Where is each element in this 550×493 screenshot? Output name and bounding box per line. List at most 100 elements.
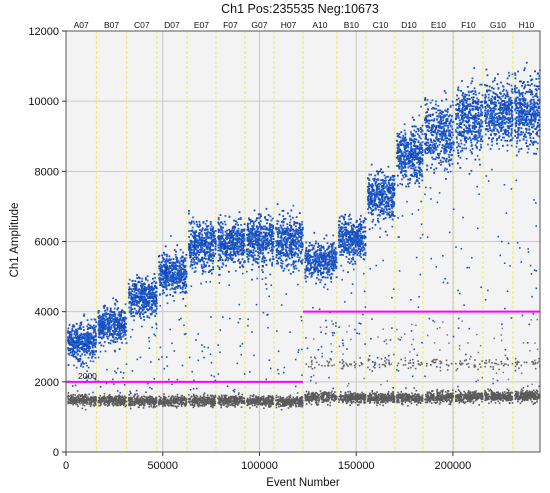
positive-droplet: [188, 212, 190, 215]
negative-droplet: [209, 394, 212, 397]
positive-droplet: [211, 260, 214, 262]
positive-droplet: [154, 303, 156, 305]
positive-droplet: [261, 246, 264, 248]
positive-droplet: [212, 230, 215, 233]
negative-droplet: [83, 404, 86, 407]
positive-droplet: [206, 228, 209, 231]
positive-droplet: [179, 273, 181, 276]
positive-droplet: [195, 244, 198, 247]
positive-droplet: [246, 236, 249, 239]
positive-droplet: [242, 245, 245, 247]
positive-droplet: [271, 230, 274, 233]
negative-droplet: [173, 396, 176, 399]
negative-droplet: [155, 397, 158, 400]
positive-droplet: [155, 306, 158, 308]
positive-droplet: [177, 260, 180, 263]
negative-droplet: [86, 397, 88, 399]
rain-droplet: [236, 362, 239, 365]
positive-droplet: [256, 246, 259, 248]
positive-droplet: [188, 210, 190, 212]
rain-droplet: [242, 272, 244, 275]
positive-droplet: [224, 239, 227, 242]
negative-droplet: [254, 403, 257, 405]
positive-droplet: [142, 308, 145, 311]
negative-droplet: [219, 401, 221, 403]
negative-droplet: [117, 404, 119, 407]
rain-droplet: [130, 392, 132, 394]
positive-droplet: [84, 333, 87, 335]
rain-droplet: [269, 367, 272, 370]
positive-droplet: [205, 239, 207, 241]
positive-droplet: [267, 214, 270, 216]
positive-droplet: [155, 308, 158, 310]
negative-droplet: [213, 398, 216, 400]
positive-droplet: [242, 236, 245, 238]
positive-droplet: [135, 300, 137, 303]
rain-droplet: [165, 356, 168, 358]
positive-droplet: [170, 275, 173, 278]
positive-droplet: [81, 346, 83, 349]
positive-droplet: [200, 264, 203, 266]
positive-droplet: [67, 330, 69, 333]
rain-droplet: [234, 261, 236, 263]
positive-droplet: [136, 300, 138, 302]
positive-droplet: [139, 313, 141, 316]
positive-droplet: [218, 273, 221, 276]
positive-droplet: [117, 307, 119, 309]
positive-droplet: [178, 270, 181, 272]
positive-droplet: [233, 232, 236, 235]
positive-droplet: [220, 227, 223, 230]
negative-droplet: [219, 400, 222, 403]
positive-droplet: [128, 311, 131, 313]
negative-droplet: [223, 394, 225, 397]
positive-droplet: [169, 262, 172, 264]
positive-droplet: [83, 345, 85, 348]
negative-droplet: [196, 404, 199, 407]
positive-droplet: [147, 303, 150, 306]
positive-droplet: [207, 247, 210, 250]
positive-droplet: [163, 276, 166, 278]
positive-droplet: [167, 277, 169, 280]
positive-droplet: [78, 338, 80, 341]
positive-droplet: [162, 279, 165, 281]
positive-droplet: [178, 275, 180, 278]
negative-droplet: [155, 399, 158, 402]
negative-droplet: [210, 403, 212, 406]
positive-droplet: [289, 221, 291, 224]
negative-droplet: [147, 402, 149, 404]
positive-droplet: [176, 257, 178, 259]
positive-droplet: [88, 344, 90, 346]
positive-droplet: [148, 316, 151, 319]
positive-droplet: [141, 280, 143, 283]
rain-droplet: [183, 333, 186, 336]
negative-droplet: [142, 401, 144, 403]
positive-droplet: [194, 247, 197, 250]
positive-droplet: [228, 228, 231, 231]
negative-droplet: [102, 398, 105, 400]
negative-droplet: [162, 399, 164, 401]
positive-droplet: [75, 330, 77, 333]
positive-droplet: [222, 243, 225, 246]
negative-droplet: [165, 400, 168, 402]
negative-droplet: [142, 398, 144, 401]
positive-droplet: [128, 278, 131, 281]
positive-droplet: [130, 308, 133, 311]
rain-droplet: [243, 373, 246, 375]
positive-droplet: [140, 291, 143, 293]
positive-droplet: [206, 248, 209, 251]
negative-droplet: [143, 395, 145, 397]
positive-droplet: [103, 307, 105, 309]
positive-droplet: [159, 263, 162, 266]
positive-droplet: [217, 221, 220, 224]
positive-droplet: [71, 325, 74, 328]
positive-droplet: [261, 241, 264, 244]
negative-droplet: [82, 398, 85, 400]
positive-droplet: [238, 211, 241, 214]
positive-droplet: [89, 327, 92, 329]
positive-droplet: [71, 351, 73, 354]
negative-droplet: [240, 396, 242, 398]
rain-droplet: [203, 356, 205, 359]
positive-droplet: [195, 238, 198, 241]
positive-droplet: [145, 298, 147, 301]
positive-droplet: [88, 350, 90, 353]
